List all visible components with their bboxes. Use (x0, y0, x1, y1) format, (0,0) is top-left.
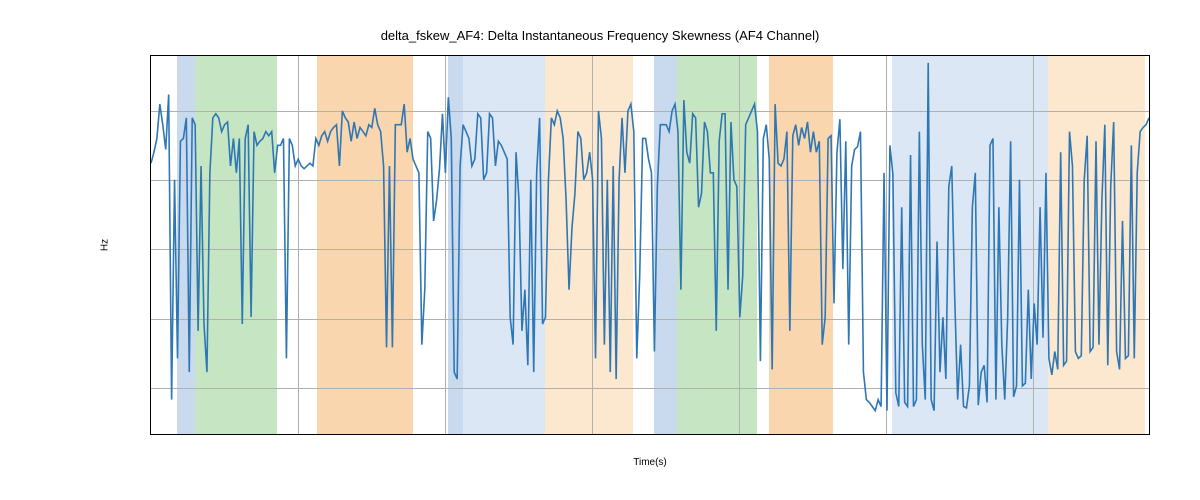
x-axis-label: Time(s) (633, 457, 667, 468)
y-tick-label: 1.0 (150, 106, 151, 117)
plot-area: -1.0 -0.5 0.0 0.5 1.0 1000 2000 3000 4000 5000 600… (150, 55, 1150, 435)
x-tick-label: 5000 (875, 434, 897, 435)
chart-container: delta_fskew_AF4: Delta Instantaneous Fre… (0, 0, 1200, 500)
x-tick-label: 1000 (287, 434, 309, 435)
x-tick-label: 4000 (728, 434, 750, 435)
line-layer (151, 56, 1149, 434)
y-tick-label: 0.0 (150, 244, 151, 255)
chart-title: delta_fskew_AF4: Delta Instantaneous Fre… (0, 28, 1200, 43)
y-tick-label: -1.0 (150, 382, 151, 393)
x-tick-label: 3000 (581, 434, 603, 435)
y-tick-label: 0.5 (150, 175, 151, 186)
y-axis-label: Hz (100, 239, 111, 251)
series-line (151, 63, 1149, 411)
y-tick-label: -0.5 (150, 313, 151, 324)
x-tick-label: 6000 (1022, 434, 1044, 435)
x-tick-label: 2000 (434, 434, 456, 435)
